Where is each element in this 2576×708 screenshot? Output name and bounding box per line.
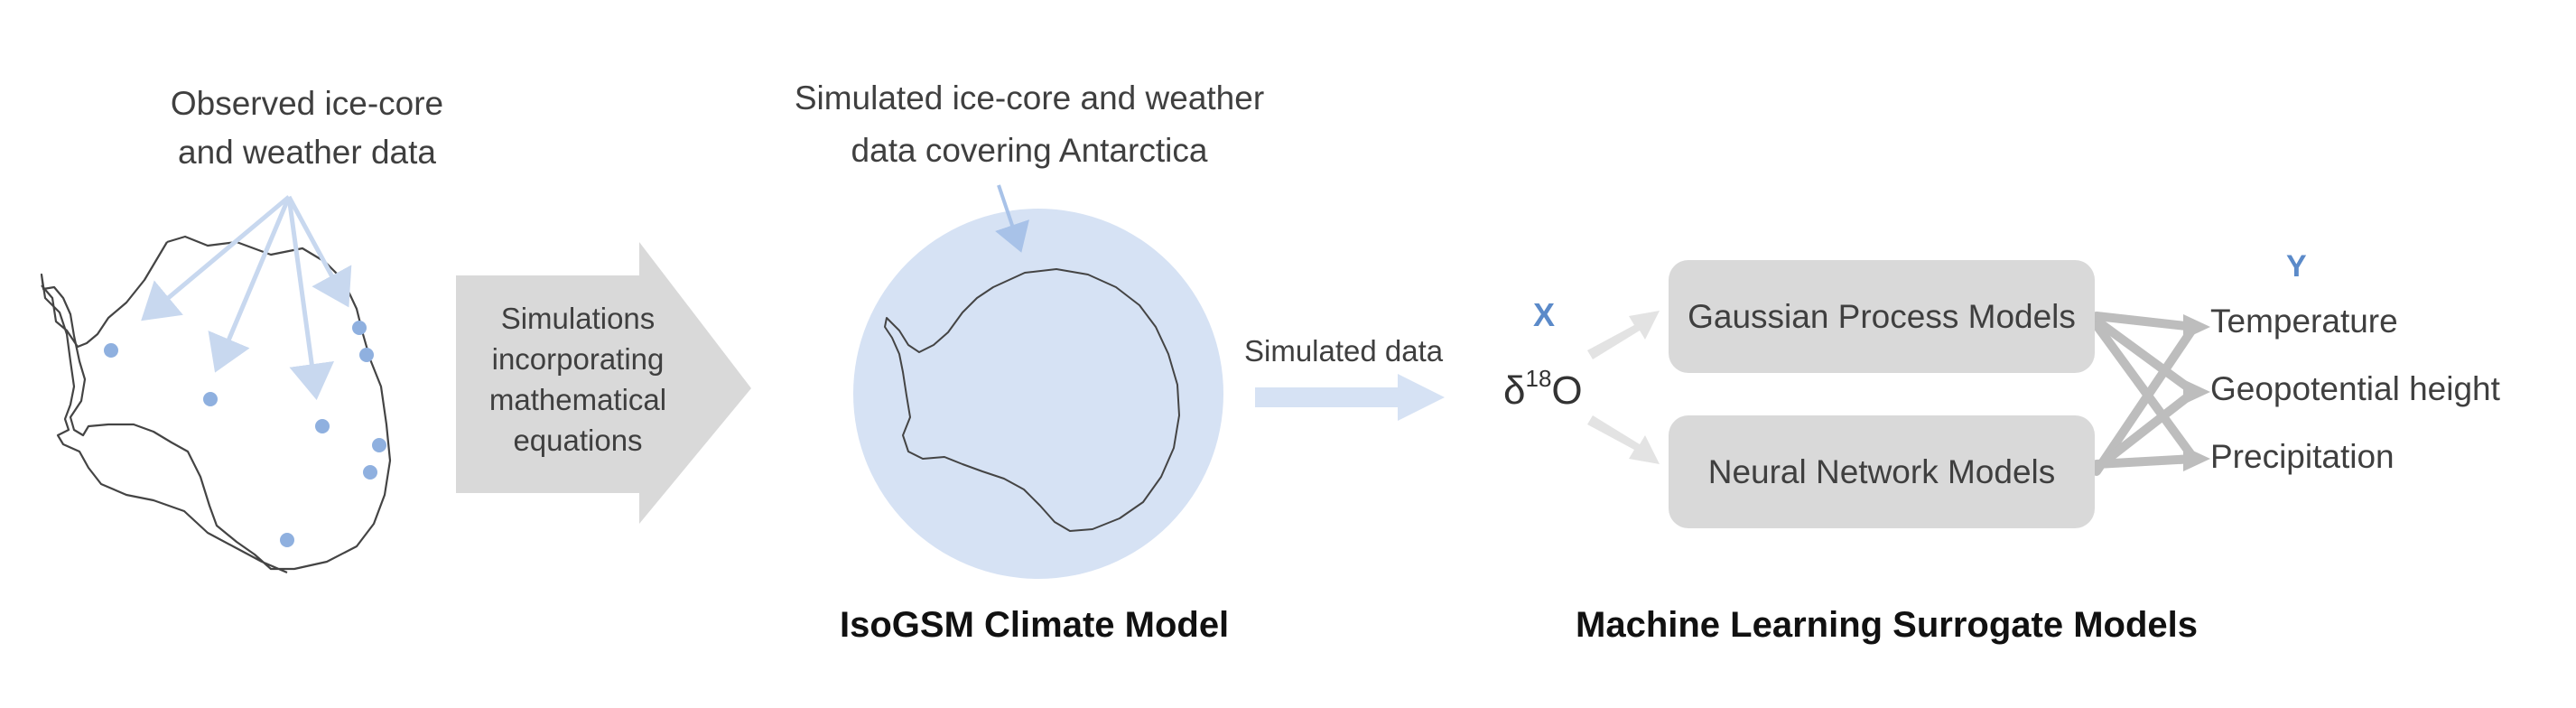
globe bbox=[853, 209, 1223, 579]
y-label: Y bbox=[2286, 249, 2307, 284]
observation-point bbox=[352, 321, 367, 335]
globe-pointer-arrow bbox=[995, 184, 1029, 253]
caption-climate-model: IsoGSM Climate Model bbox=[840, 605, 1230, 645]
simulation-label-line: mathematical bbox=[488, 383, 667, 416]
observation-point bbox=[203, 392, 218, 406]
antarctica-outline-left bbox=[40, 235, 392, 574]
observation-point bbox=[359, 348, 374, 362]
simulated-coverage-line: data covering Antarctica bbox=[851, 132, 1208, 169]
simulated-data-arrow bbox=[1255, 374, 1445, 421]
simulated-data-label: Simulated data bbox=[1244, 334, 1444, 368]
neural-network-box: Neural Network Models bbox=[1669, 415, 2095, 528]
simulation-label-line: Simulations bbox=[500, 302, 656, 335]
observation-point bbox=[104, 343, 118, 358]
input-arrows bbox=[1587, 311, 1660, 464]
delta-18o-label: δ18O bbox=[1503, 365, 1583, 414]
observed-data-label: Observed ice-core and weather data bbox=[135, 79, 479, 177]
output-temperature: Temperature bbox=[2210, 303, 2398, 340]
element-symbol: O bbox=[1551, 368, 1583, 413]
simulation-arrow-label: Simulations incorporating mathematical e… bbox=[460, 298, 695, 461]
delta-symbol: δ bbox=[1503, 368, 1526, 413]
observation-point bbox=[372, 438, 386, 452]
observed-label-line: and weather data bbox=[178, 134, 436, 171]
output-arrowheads bbox=[2183, 314, 2210, 471]
simulation-arrow bbox=[456, 242, 751, 524]
observation-point bbox=[315, 419, 330, 433]
caption-surrogate-models: Machine Learning Surrogate Models bbox=[1576, 605, 2199, 645]
antarctica-outline-globe bbox=[884, 268, 1180, 532]
output-geopotential-height: Geopotential height bbox=[2210, 370, 2500, 407]
gaussian-process-box: Gaussian Process Models bbox=[1669, 260, 2095, 373]
output-precipitation: Precipitation bbox=[2210, 438, 2395, 475]
simulated-coverage-line: Simulated ice-core and weather bbox=[794, 79, 1265, 116]
simulated-coverage-label: Simulated ice-core and weather data cove… bbox=[740, 72, 1318, 177]
isotope-number: 18 bbox=[1525, 365, 1552, 392]
x-label: X bbox=[1533, 296, 1556, 333]
observed-label-line: Observed ice-core bbox=[170, 85, 444, 122]
observation-pointer-arrows bbox=[141, 195, 352, 400]
simulation-label-line: incorporating bbox=[491, 342, 665, 376]
antarctica-peninsula-left bbox=[41, 241, 168, 349]
output-connectors bbox=[2092, 312, 2199, 476]
simulation-label-line: equations bbox=[513, 424, 643, 457]
observation-point bbox=[280, 533, 294, 547]
observation-point bbox=[363, 465, 377, 480]
